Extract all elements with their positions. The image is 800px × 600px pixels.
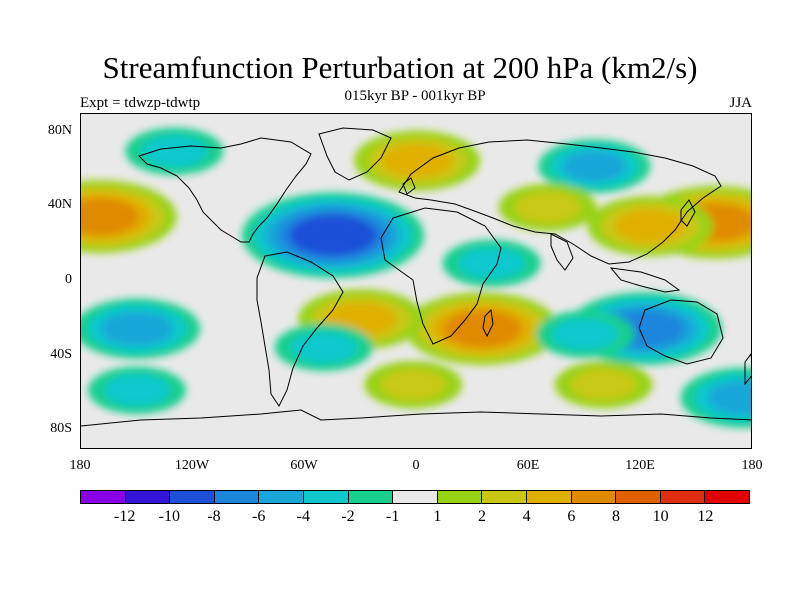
coastlines	[81, 127, 751, 427]
colorbar-segment-1	[125, 491, 171, 503]
colorbar-segment-5	[303, 491, 349, 503]
colorbar-segment-8	[437, 491, 483, 503]
coastline-africa	[380, 207, 502, 345]
colorbar-segment-14	[705, 491, 749, 503]
colorbar-segment-9	[482, 491, 527, 503]
coastline-india	[550, 233, 574, 271]
colorbar	[80, 490, 750, 504]
lon-label-2: 60W	[290, 458, 318, 473]
field-anomaly-4-level-3	[442, 310, 522, 348]
field-anomaly-7-level-1	[570, 368, 637, 401]
lat-label-2: 0	[65, 272, 72, 287]
colorbar-label-13: 12	[697, 508, 714, 525]
lat-label-4: 80S	[50, 421, 72, 437]
colorbar-label-11: 8	[612, 508, 620, 525]
colorbar-segment-4	[259, 491, 304, 503]
field-anomaly-14-level-1	[458, 247, 525, 280]
lat-label-0: 80N	[47, 122, 72, 138]
colorbar-segment-12	[616, 491, 661, 503]
colorbar-label-3: -6	[251, 508, 266, 525]
coastline-maritime-continent	[609, 267, 681, 293]
colorbar-segment-6	[348, 491, 394, 503]
plot-title: Streamfunction Perturbation at 200 hPa (…	[102, 50, 698, 85]
colorbar-segment-10	[526, 491, 572, 503]
field-anomaly-6-level-1	[380, 368, 447, 401]
colorbar-segment-3	[214, 491, 260, 503]
colorbar-label-1: -10	[158, 508, 180, 525]
field-anomaly-0-level-4	[289, 214, 377, 256]
colorbar-segment-2	[170, 491, 215, 503]
lon-label-5: 120E	[625, 458, 655, 473]
field-anomaly-16-level-1	[141, 135, 208, 168]
colorbar-label-2: -8	[207, 508, 221, 525]
lon-label-4: 60E	[516, 458, 540, 473]
lon-label-1: 120W	[174, 458, 210, 473]
coastline-north-america	[138, 137, 312, 243]
coastline-australia	[638, 299, 724, 365]
lon-label-6: 180	[741, 458, 763, 473]
colorbar-segment-0	[81, 491, 126, 503]
colorbar-label-9: 4	[522, 508, 531, 525]
colorbar-label-8: 2	[478, 508, 486, 525]
lat-label-1: 40N	[47, 197, 72, 213]
season-label: JJA	[729, 95, 752, 111]
experiment-label: Expt = tdwzp-tdwtp	[80, 95, 201, 111]
colorbar-label-6: -1	[385, 508, 400, 525]
field-anomaly-15-level-2	[562, 151, 627, 182]
field-anomaly-9-level-1	[551, 318, 619, 351]
coastline-antarctica	[81, 409, 751, 427]
field-anomaly-13-level-1	[290, 331, 357, 364]
coastline-british-isles	[402, 177, 416, 195]
colorbar-label-12: 10	[652, 508, 669, 525]
map-svg	[81, 114, 751, 448]
coastline-eurasia	[398, 139, 722, 265]
field-anomaly-18-level-1	[514, 191, 581, 224]
lon-label-3: 0	[412, 458, 420, 473]
colorbar-label-4: -4	[296, 508, 310, 525]
streamfunction-field	[81, 127, 751, 428]
coastline-madagascar	[482, 308, 494, 338]
plot-subtitle: 015kyr BP - 001kyr BP	[344, 88, 486, 104]
colorbar-segment-13	[660, 491, 706, 503]
colorbar-label-10: 6	[567, 508, 576, 525]
colorbar-label-7: 1	[433, 508, 442, 525]
field-anomaly-3-level-2	[614, 209, 687, 243]
field-anomaly-17-level-2	[381, 143, 453, 178]
field-anomaly-12-level-2	[707, 380, 751, 415]
coastline-greenland	[318, 127, 392, 181]
field-anomaly-10-level-2	[101, 311, 173, 346]
colorbar-label-0: -12	[113, 508, 136, 525]
lon-label-0: 180	[69, 458, 91, 473]
colorbar-label-5: -2	[341, 508, 355, 525]
field-anomaly-1-level-3	[81, 198, 140, 236]
map-plot-area	[80, 113, 752, 449]
colorbar-segment-11	[571, 491, 617, 503]
coastline-japan	[680, 199, 696, 227]
field-anomaly-11-level-1	[103, 374, 171, 407]
coastline-new-zealand	[744, 353, 751, 386]
lat-label-3: 40S	[50, 346, 72, 362]
colorbar-segment-7	[393, 491, 438, 503]
coastline-south-america	[256, 251, 344, 407]
